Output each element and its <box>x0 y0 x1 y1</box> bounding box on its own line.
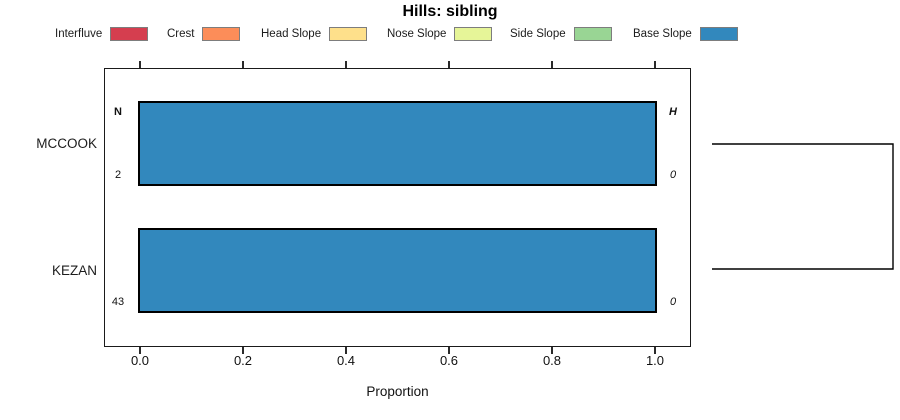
x-tick-top <box>242 61 244 68</box>
category-label-mccook: MCCOOK <box>36 135 97 151</box>
n-value: 43 <box>111 296 125 308</box>
legend-label: Interfluve <box>55 27 103 40</box>
bar-segment-base-slope <box>138 228 657 313</box>
legend-swatch-base-slope <box>699 26 738 41</box>
legend-label: Base Slope <box>633 27 692 40</box>
legend-swatch-side-slope <box>573 26 612 41</box>
x-tick-top <box>551 61 553 68</box>
category-label-kezan: KEZAN <box>51 262 97 278</box>
legend-item-head-slope: Head Slope <box>261 25 368 42</box>
legend-item-interfluve: Interfluve <box>55 25 149 42</box>
x-tick-bottom <box>242 347 244 354</box>
x-tick-label: 0.6 <box>439 353 459 368</box>
x-tick-top <box>139 61 141 68</box>
legend-label: Crest <box>167 27 195 40</box>
legend-swatch-head-slope <box>329 26 368 41</box>
bar-segment-base-slope <box>138 101 657 186</box>
n-value: 2 <box>114 169 122 181</box>
dendrogram-bracket <box>712 143 894 270</box>
legend-label: Head Slope <box>261 27 322 40</box>
legend-item-nose-slope: Nose Slope <box>387 25 493 42</box>
legend-item-crest: Crest <box>167 25 241 42</box>
legend-item-base-slope: Base Slope <box>633 25 738 42</box>
h-value: 0 <box>669 169 677 181</box>
legend-label: Side Slope <box>510 27 566 40</box>
h-value: 0 <box>669 296 677 308</box>
x-tick-label: 0.8 <box>542 353 562 368</box>
x-tick-label: 0.0 <box>130 353 150 368</box>
x-tick-top <box>448 61 450 68</box>
x-tick-label: 1.0 <box>645 353 665 368</box>
x-tick-bottom <box>551 347 553 354</box>
legend-item-side-slope: Side Slope <box>510 25 612 42</box>
legend-swatch-interfluve <box>110 26 149 41</box>
x-tick-bottom <box>345 347 347 354</box>
n-column-header: N <box>114 106 122 118</box>
h-column-header: H <box>669 106 677 118</box>
x-tick-bottom <box>448 347 450 354</box>
x-tick-top <box>345 61 347 68</box>
x-tick-top <box>654 61 656 68</box>
x-tick-bottom <box>139 347 141 354</box>
legend-label: Nose Slope <box>387 27 447 40</box>
legend-swatch-crest <box>202 26 241 41</box>
x-tick-label: 0.4 <box>336 353 356 368</box>
x-tick-bottom <box>654 347 656 354</box>
x-axis-label: Proportion <box>366 384 429 399</box>
chart-title: Hills: sibling <box>402 3 498 20</box>
legend-swatch-nose-slope <box>454 26 493 41</box>
x-tick-label: 0.2 <box>233 353 253 368</box>
